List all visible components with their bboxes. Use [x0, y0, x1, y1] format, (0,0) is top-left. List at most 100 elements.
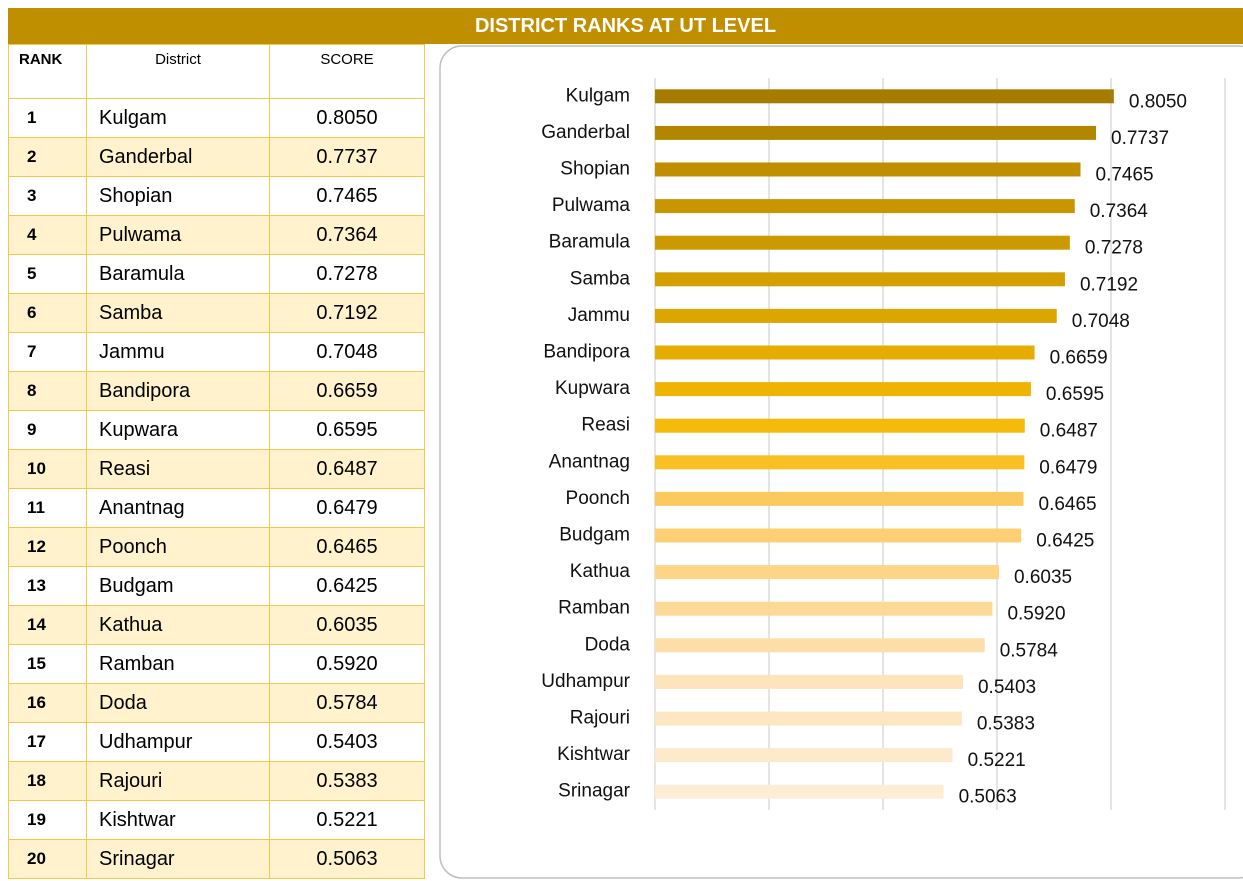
y-tick-label: Jammu	[568, 305, 630, 326]
table-cell: 6	[8, 293, 87, 333]
y-tick-label: Doda	[585, 634, 631, 655]
table-cell: 15	[8, 644, 87, 684]
table-cell: 16	[8, 683, 87, 723]
y-tick-label: Samba	[570, 268, 631, 289]
table-cell: 0.5920	[269, 644, 425, 684]
table-cell: 11	[8, 488, 87, 528]
value-label: 0.6425	[1036, 531, 1094, 552]
table-cell: Pulwama	[86, 215, 270, 255]
table-cell: 0.7278	[269, 254, 425, 294]
table-cell: 1	[8, 98, 87, 138]
bar	[655, 272, 1065, 287]
table-row: 11 Anantnag 0.6479	[8, 488, 425, 528]
table-cell: 0.6479	[269, 488, 425, 528]
y-tick-label: Baramula	[549, 232, 631, 253]
y-tick-label: Budgam	[559, 525, 630, 546]
table-cell: 20	[8, 839, 87, 879]
table-cell: Srinagar	[86, 839, 270, 879]
table-cell: 7	[8, 332, 87, 372]
bar	[655, 601, 993, 616]
table-cell: Reasi	[86, 449, 270, 489]
bar	[655, 235, 1070, 250]
rank-table: RANK District SCORE 1 Kulgam 0.8050 2 Ganderbal…	[8, 44, 425, 879]
y-tick-label: Srinagar	[558, 781, 630, 802]
table-cell: Samba	[86, 293, 270, 333]
table-cell: 9	[8, 410, 87, 450]
y-tick-label: Udhampur	[541, 671, 630, 692]
value-label: 0.6487	[1040, 421, 1098, 442]
table-cell: 2	[8, 137, 87, 177]
table-row: 2 Ganderbal 0.7737	[8, 137, 425, 177]
bar	[655, 565, 999, 580]
value-label: 0.7465	[1096, 165, 1154, 186]
table-cell: 0.5063	[269, 839, 425, 879]
value-label: 0.7737	[1111, 128, 1169, 149]
table-cell: Udhampur	[86, 722, 270, 762]
bar	[655, 638, 985, 653]
table-cell: 12	[8, 527, 87, 567]
y-tick-label: Kathua	[570, 561, 631, 582]
table-cell: Poonch	[86, 527, 270, 567]
table-row: 6 Samba 0.7192	[8, 293, 425, 333]
value-label: 0.8050	[1129, 91, 1187, 112]
y-tick-label: Reasi	[581, 415, 630, 436]
table-cell: 18	[8, 761, 87, 801]
y-tick-label: Ganderbal	[541, 122, 630, 143]
table-cell: 14	[8, 605, 87, 645]
table-cell: Shopian	[86, 176, 270, 216]
table-cell: 0.6425	[269, 566, 425, 606]
bar	[655, 345, 1035, 360]
title: DISTRICT RANKS AT UT LEVEL	[8, 8, 1243, 44]
value-label: 0.6035	[1014, 567, 1072, 588]
value-label: 0.6595	[1046, 384, 1104, 405]
table-cell: 8	[8, 371, 87, 411]
table-cell: Ganderbal	[86, 137, 270, 177]
bar	[655, 784, 944, 799]
bar	[655, 528, 1022, 543]
table-row: 3 Shopian 0.7465	[8, 176, 425, 216]
table-cell: 0.6035	[269, 605, 425, 645]
table-cell: Baramula	[86, 254, 270, 294]
table-cell: 19	[8, 800, 87, 840]
table-cell: Doda	[86, 683, 270, 723]
table-cell: 10	[8, 449, 87, 489]
table-cell: 0.7465	[269, 176, 425, 216]
table-cell: 0.6487	[269, 449, 425, 489]
bar	[655, 455, 1025, 470]
table-cell: 0.7048	[269, 332, 425, 372]
y-tick-label: Kulgam	[566, 85, 630, 106]
bar	[655, 199, 1075, 214]
table-row: 20 Srinagar 0.5063	[8, 839, 425, 879]
bar	[655, 748, 953, 763]
value-label: 0.5784	[1000, 640, 1059, 661]
y-tick-label: Shopian	[560, 159, 630, 180]
table-cell: 3	[8, 176, 87, 216]
value-label: 0.7278	[1085, 238, 1143, 259]
table-row: 14 Kathua 0.6035	[8, 605, 425, 645]
value-label: 0.5383	[977, 714, 1035, 735]
bar	[655, 711, 962, 726]
bar	[655, 162, 1081, 177]
table-cell: 0.6595	[269, 410, 425, 450]
table-row: 5 Baramula 0.7278	[8, 254, 425, 294]
table-cell: 0.7192	[269, 293, 425, 333]
y-tick-label: Kupwara	[555, 378, 630, 399]
value-label: 0.7048	[1072, 311, 1130, 332]
chart-frame	[439, 45, 1243, 879]
value-label: 0.5920	[1007, 604, 1065, 625]
bar	[655, 125, 1097, 140]
table-row: 10 Reasi 0.6487	[8, 449, 425, 489]
y-tick-label: Pulwama	[552, 195, 631, 216]
table-row: 18 Rajouri 0.5383	[8, 761, 425, 801]
y-tick-label: Anantnag	[549, 451, 630, 472]
table-cell: Rajouri	[86, 761, 270, 801]
table-cell: Jammu	[86, 332, 270, 372]
table-cell: 17	[8, 722, 87, 762]
bar	[655, 89, 1114, 104]
value-label: 0.5221	[968, 750, 1026, 771]
table-cell: 0.6465	[269, 527, 425, 567]
value-label: 0.7364	[1090, 201, 1149, 222]
y-tick-label: Poonch	[566, 488, 630, 509]
